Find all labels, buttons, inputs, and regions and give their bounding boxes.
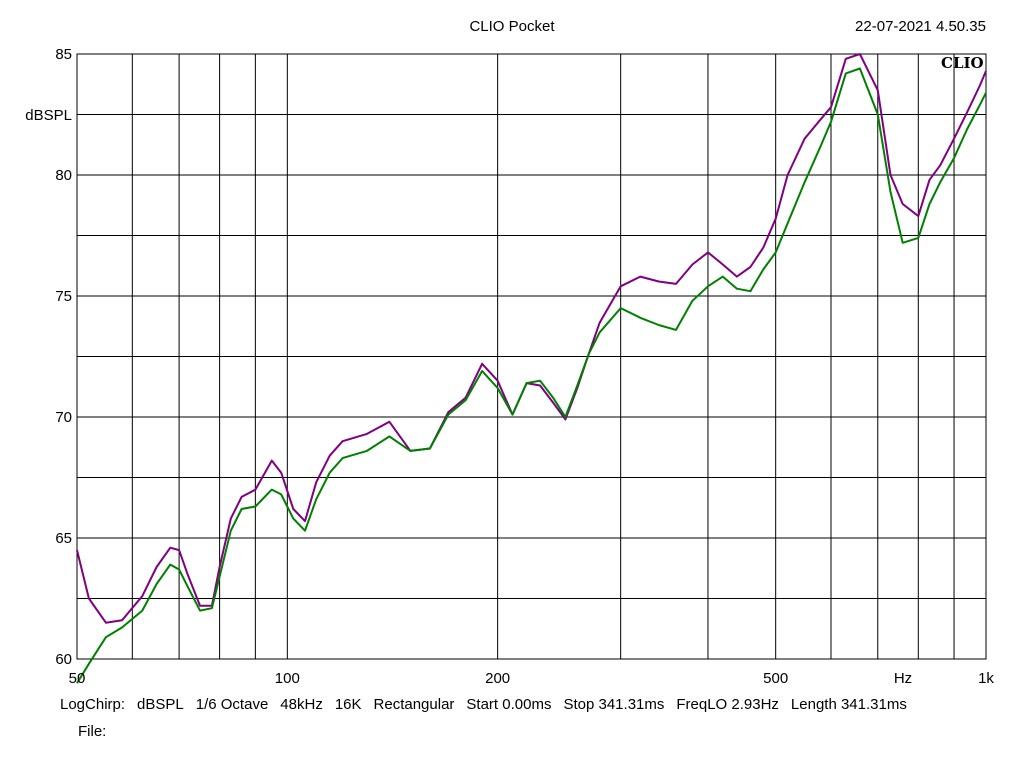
x-tick-label: 500 [763,670,788,687]
y-tick-label: 70 [55,409,72,426]
clio-logo: CLIO [941,54,984,72]
tick-labels: 50 100 200 500 1k 60 65 70 75 80 85 dBSPL Hz [25,46,994,687]
info-window: Rectangular [373,696,455,713]
chart-title: CLIO Pocket [469,18,555,35]
x-axis-label: Hz [894,670,912,687]
info-size: 16K [334,696,362,713]
measurement-info: LogChirp: dBSPL 1/6 Octave 48kHz 16K Rectangu… [60,696,919,713]
info-length: Length 341.31ms [790,696,907,713]
grid [76,53,987,660]
y-tick-label: 65 [55,530,72,547]
info-smoothing: 1/6 Octave [195,696,269,713]
x-tick-label: 100 [275,670,300,687]
info-mode: LogChirp: [60,696,126,713]
info-start: Start 0.00ms [466,696,552,713]
y-tick-label: 60 [55,651,72,668]
series-line-2 [76,67,987,684]
x-tick-label: 200 [485,670,510,687]
timestamp: 22-07-2021 4.50.35 [855,18,986,35]
y-tick-label: 85 [55,46,72,63]
info-freqlo: FreqLO 2.93Hz [676,696,779,713]
x-tick-label: 50 [69,670,86,687]
y-tick-label: 75 [55,288,72,305]
info-stop: Stop 341.31ms [563,696,665,713]
plot-frame [76,53,987,660]
file-label: File: [78,723,107,740]
series-group [76,53,987,684]
x-tick-label: 1k [978,670,994,687]
info-unit: dBSPL [137,696,184,713]
series-line-1 [76,53,987,624]
y-axis-label: dBSPL [25,107,72,124]
info-samplerate: 48kHz [280,696,323,713]
y-tick-label: 80 [55,167,72,184]
